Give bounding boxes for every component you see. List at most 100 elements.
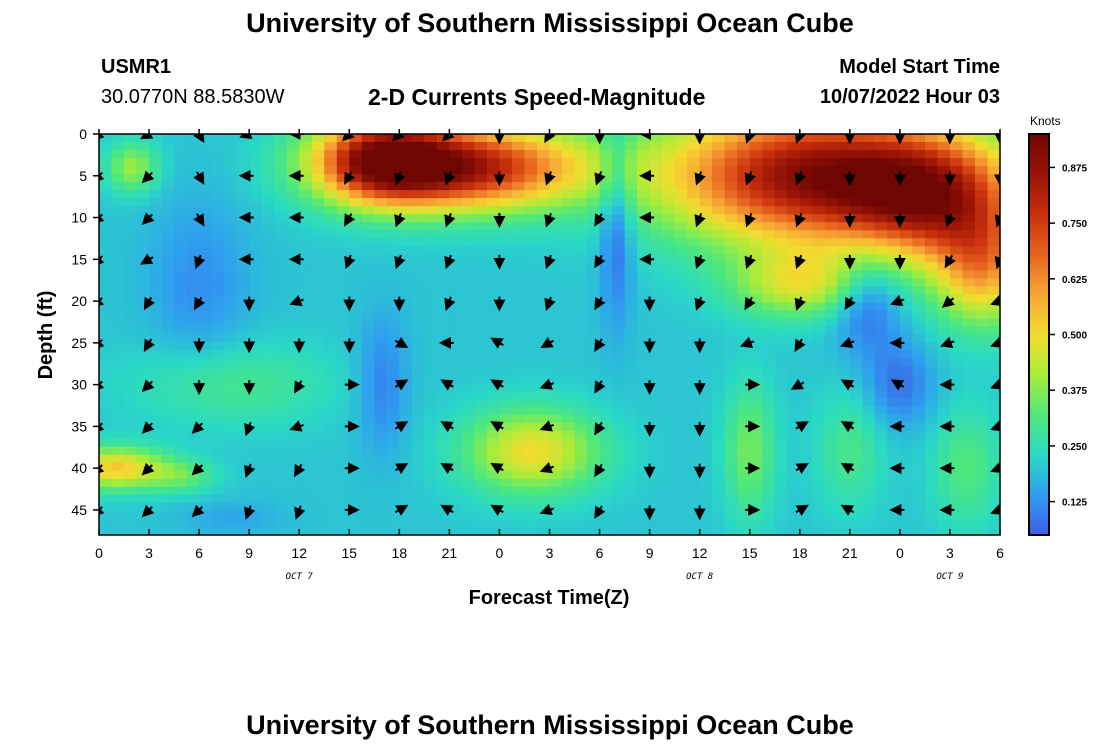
heatmap-cell: [249, 294, 263, 303]
heatmap-cell: [724, 230, 738, 239]
heatmap-cell: [374, 510, 388, 520]
heatmap-cell: [587, 430, 601, 440]
heatmap-cell: [924, 238, 938, 247]
heatmap-cell: [99, 310, 113, 319]
heatmap-cell: [599, 478, 613, 488]
heatmap-cell: [486, 358, 500, 368]
heatmap-cell: [511, 278, 525, 287]
heatmap-cell: [411, 294, 425, 303]
heatmap-cell: [674, 374, 688, 384]
heatmap-cell: [762, 190, 776, 199]
heatmap-cell: [411, 238, 425, 247]
heatmap-cell: [549, 358, 563, 368]
heatmap-cell: [912, 262, 926, 271]
heatmap-cell: [724, 166, 738, 175]
heatmap-cell: [649, 398, 663, 408]
heatmap-cell: [887, 430, 901, 440]
current-vector: [289, 420, 304, 432]
heatmap-cell: [236, 198, 250, 207]
heatmap-cell: [737, 230, 751, 239]
heatmap-cell: [486, 366, 500, 376]
heatmap-cell: [174, 510, 188, 520]
heatmap-cell: [511, 454, 525, 464]
heatmap-cell: [724, 214, 738, 223]
heatmap-cell: [687, 454, 701, 464]
heatmap-cell: [912, 398, 926, 408]
heatmap-cell: [962, 470, 976, 480]
heatmap-cell: [461, 342, 475, 352]
heatmap-cell: [912, 278, 926, 287]
heatmap-cell: [587, 238, 601, 247]
heatmap-cell: [974, 318, 988, 327]
heatmap-cell: [687, 286, 701, 295]
heatmap-cell: [499, 334, 513, 344]
heatmap-cell: [962, 302, 976, 311]
heatmap-cell: [699, 150, 713, 159]
heatmap-cell: [774, 222, 788, 231]
heatmap-cell: [737, 134, 751, 143]
heatmap-cell: [249, 398, 263, 408]
current-vector: [244, 505, 256, 520]
heatmap-cell: [749, 246, 763, 255]
heatmap-cell: [974, 142, 988, 151]
heatmap-cell: [737, 150, 751, 159]
x-tick-label: 21: [842, 545, 858, 561]
heatmap-cell: [587, 398, 601, 408]
heatmap-cell: [962, 214, 976, 223]
heatmap-cell: [199, 406, 213, 416]
heatmap-cell: [311, 286, 325, 295]
heatmap-cell: [324, 206, 338, 215]
heatmap-cell: [574, 334, 588, 344]
heatmap-cell: [624, 302, 638, 311]
heatmap-cell: [687, 182, 701, 191]
heatmap-cell: [712, 214, 726, 223]
heatmap-cell: [224, 518, 238, 528]
heatmap-cell: [562, 390, 576, 400]
heatmap-cell: [899, 446, 913, 456]
heatmap-cell: [99, 190, 113, 199]
heatmap-cell: [424, 246, 438, 255]
heatmap-cell: [274, 230, 288, 239]
heatmap-cell: [124, 398, 138, 408]
heatmap-cell: [499, 510, 513, 520]
heatmap-cell: [837, 486, 851, 496]
heatmap-cell: [787, 190, 801, 199]
heatmap-cell: [837, 326, 851, 335]
heatmap-cell: [974, 398, 988, 408]
heatmap-cell: [99, 270, 113, 279]
heatmap-cell: [199, 142, 213, 151]
heatmap-cell: [249, 318, 263, 327]
heatmap-cell: [536, 374, 550, 384]
heatmap-cell: [962, 166, 976, 175]
current-vector: [594, 505, 606, 519]
heatmap-cell: [161, 198, 175, 207]
heatmap-cell: [974, 518, 988, 528]
current-vector: [344, 213, 356, 227]
heatmap-cell: [649, 318, 663, 327]
heatmap-cell: [837, 430, 851, 440]
heatmap-cell: [699, 254, 713, 263]
heatmap-cell: [374, 238, 388, 247]
heatmap-cell: [536, 166, 550, 175]
heatmap-cell: [499, 414, 513, 424]
heatmap-cell: [574, 318, 588, 327]
heatmap-cell: [924, 310, 938, 319]
heatmap-cell: [587, 326, 601, 335]
heatmap-cell: [286, 406, 300, 416]
heatmap-cell: [987, 494, 1000, 504]
heatmap-cell: [449, 230, 463, 239]
heatmap-cell: [674, 494, 688, 504]
heatmap-cell: [524, 334, 538, 344]
heatmap-cell: [174, 246, 188, 255]
heatmap-cell: [874, 150, 888, 159]
heatmap-cell: [261, 518, 275, 528]
heatmap-cell: [549, 422, 563, 432]
heatmap-cell: [974, 406, 988, 416]
heatmap-cell: [799, 230, 813, 239]
colorbar-unit: Knots: [1030, 114, 1061, 128]
heatmap-cell: [199, 190, 213, 199]
heatmap-cell: [349, 134, 363, 143]
heatmap-cell: [161, 230, 175, 239]
heatmap-cell: [724, 174, 738, 183]
heatmap-cell: [286, 502, 300, 512]
